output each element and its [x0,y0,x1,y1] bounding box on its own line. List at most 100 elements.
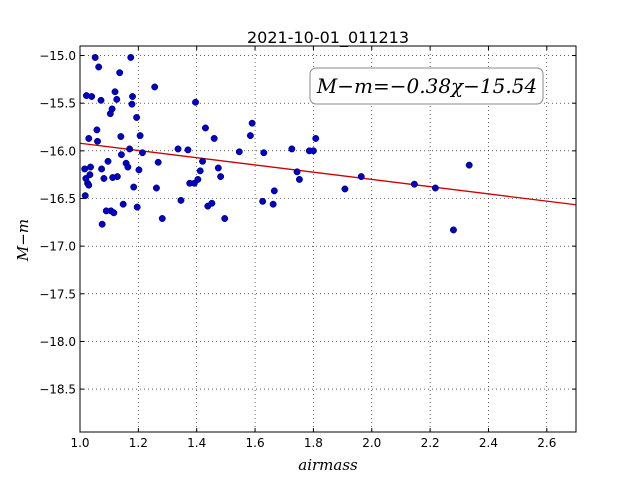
y-tick-label: −17.5 [39,287,76,301]
data-point [130,183,138,191]
axes-frame [79,45,577,433]
data-point [295,175,303,183]
data-point [196,167,204,175]
data-point [158,215,166,222]
y-tick-label: −18.5 [39,383,76,397]
data-point [133,203,141,211]
data-point [152,184,160,192]
data-point [270,187,278,195]
data-point [126,145,134,153]
y-tick-labels: −15.0 −15.5 −16.0 −16.5 −17.0 −17.5 −18.0 −18.5 [39,49,76,397]
data-point [98,220,106,228]
data-point [81,165,89,173]
data-point [174,145,182,153]
data-point [410,180,418,188]
grid-lines [79,46,576,432]
data-point [208,199,216,207]
data-point [309,147,317,155]
x-tick-labels: 1.0 1.2 1.4 1.6 1.8 2.0 2.2 2.4 2.6 [70,436,556,450]
data-point [98,165,106,173]
data-point [108,105,116,113]
y-axis-label: M−m [14,219,32,262]
y-tick-label: −16.0 [39,144,76,158]
data-point [87,163,94,171]
data-point [119,200,127,208]
data-point [221,215,229,222]
data-point [199,157,206,165]
data-point [128,100,136,108]
y-tick-label: −15.5 [39,97,76,111]
data-point [136,132,144,140]
data-point [235,148,243,156]
data-point [431,184,439,192]
y-tick-label: −16.5 [39,192,76,206]
data-point [133,114,141,121]
y-tick-label: −18.0 [39,335,76,349]
data-point [248,119,256,127]
data-point [86,171,94,179]
fit-line [79,142,577,206]
data-point [97,96,105,104]
data-point [214,164,222,172]
data-point [192,98,199,106]
data-point [104,157,112,165]
x-tick-label: 1.0 [70,436,89,450]
data-point [93,126,101,134]
data-point [124,163,132,171]
data-point [113,95,121,103]
data-point [312,134,320,142]
x-tick-label: 1.8 [304,436,323,450]
data-point [246,132,254,140]
data-point [88,93,96,100]
x-tick-label: 2.0 [362,436,381,450]
data-point [85,134,93,142]
x-tick-label: 2.6 [537,436,556,450]
data-point [138,149,146,157]
data-point [117,133,125,140]
data-point [85,181,93,189]
data-point [111,88,119,96]
data-point [113,173,121,181]
fit-equation-box: M−m=−0.38χ−15.54 [309,67,544,105]
chart-title: 2021-10-01_011213 [247,28,409,48]
fit-line-layer [79,142,577,206]
data-point [357,173,365,181]
data-point [260,149,268,157]
axis-ticks [79,46,576,432]
data-point [210,134,218,142]
x-axis-label: airmass [298,456,358,474]
data-point [288,145,296,153]
y-tick-label: −17.0 [39,240,76,254]
data-point [154,158,162,166]
x-tick-label: 2.4 [479,436,498,450]
data-point [341,185,349,193]
x-tick-label: 1.4 [187,436,206,450]
data-point [91,53,99,61]
data-point [269,200,277,208]
data-point [81,192,89,200]
data-point [100,175,108,182]
data-point [94,137,101,145]
data-point [127,53,135,61]
data-point [194,175,202,183]
fit-equation-frame [309,67,544,105]
data-point [259,197,267,205]
x-tick-label: 1.6 [246,436,265,450]
data-point [217,173,225,181]
data-point [129,93,136,100]
x-tick-label: 1.2 [129,436,148,450]
fit-equation-label: M−m=−0.38χ−15.54 [316,74,537,98]
data-point [184,146,192,154]
data-point [202,124,209,132]
data-point [135,166,143,174]
data-point [177,196,185,204]
data-point [116,69,124,77]
data-point [465,161,473,169]
data-point [110,209,118,217]
y-tick-label: −15.0 [39,49,76,63]
data-point [95,63,103,71]
data-point [450,226,457,234]
data-point [151,83,159,91]
data-point [293,168,301,176]
